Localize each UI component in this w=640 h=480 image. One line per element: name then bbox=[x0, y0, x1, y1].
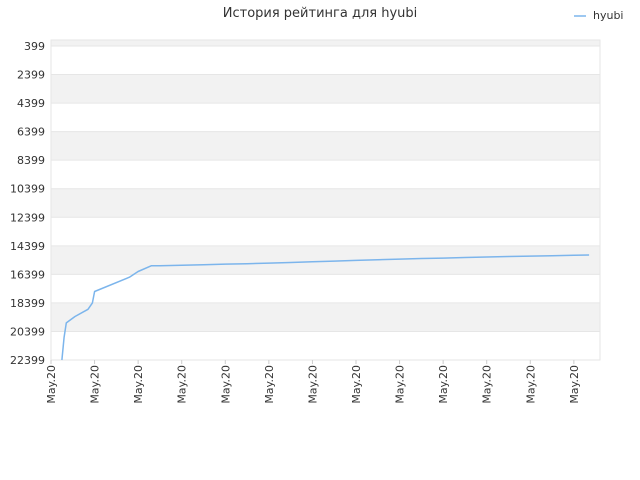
y-tick-label: 22399 bbox=[10, 354, 45, 367]
plot-band bbox=[51, 188, 600, 218]
legend-label: hyubi bbox=[593, 9, 624, 22]
x-tick-label: May.20 bbox=[219, 365, 232, 404]
y-tick-label: 2399 bbox=[17, 69, 45, 82]
y-axis: 399 2399 4399 6399 8399 10399 12399 14399 16399 1… bbox=[10, 40, 45, 367]
plot-band bbox=[51, 103, 600, 132]
plot-frame bbox=[50, 39, 601, 361]
plot-band bbox=[51, 160, 600, 189]
plot-band bbox=[51, 40, 600, 46]
x-tick-label: May.20 bbox=[45, 365, 58, 404]
chart-title: История рейтинга для hyubi bbox=[223, 6, 418, 21]
plot-band bbox=[51, 274, 600, 303]
plot-background bbox=[51, 40, 600, 360]
x-tick-label: May.20 bbox=[524, 365, 537, 404]
x-tick-label: May.20 bbox=[394, 365, 407, 404]
y-tick-label: 6399 bbox=[17, 126, 45, 139]
x-tick-label: May.20 bbox=[437, 365, 450, 404]
plot-band bbox=[51, 217, 600, 246]
y-tick-label: 4399 bbox=[17, 97, 45, 110]
x-tick-label: May.20 bbox=[306, 365, 319, 404]
plot-band bbox=[51, 245, 600, 275]
series-line-hyubi bbox=[61, 254, 590, 361]
x-tick-label: May.20 bbox=[263, 365, 276, 404]
x-tick-label: May.20 bbox=[350, 365, 363, 404]
x-tick-label: May.20 bbox=[132, 365, 145, 404]
y-tick-label: 10399 bbox=[10, 183, 45, 196]
x-axis: May.20 May.20 May.20 May.20 May.20 May.20 May.… bbox=[45, 360, 581, 404]
legend: hyubi bbox=[574, 9, 624, 22]
x-tick-label: May.20 bbox=[568, 365, 581, 404]
x-tick-label: May.20 bbox=[481, 365, 494, 404]
y-tick-label: 8399 bbox=[17, 154, 45, 167]
x-tick-label: May.20 bbox=[89, 365, 102, 404]
plot-band bbox=[51, 46, 600, 75]
plot-band bbox=[51, 74, 600, 104]
y-tick-label: 20399 bbox=[10, 325, 45, 338]
plot-band bbox=[51, 302, 600, 332]
plot-band bbox=[51, 131, 600, 161]
x-tick-label: May.20 bbox=[176, 365, 189, 404]
series-lines bbox=[61, 254, 590, 361]
y-tick-label: 18399 bbox=[10, 297, 45, 310]
plot-band bbox=[51, 331, 600, 360]
y-tick-label: 14399 bbox=[10, 240, 45, 253]
y-tick-label: 399 bbox=[24, 40, 45, 53]
y-tick-label: 16399 bbox=[10, 268, 45, 281]
y-tick-label: 12399 bbox=[10, 211, 45, 224]
